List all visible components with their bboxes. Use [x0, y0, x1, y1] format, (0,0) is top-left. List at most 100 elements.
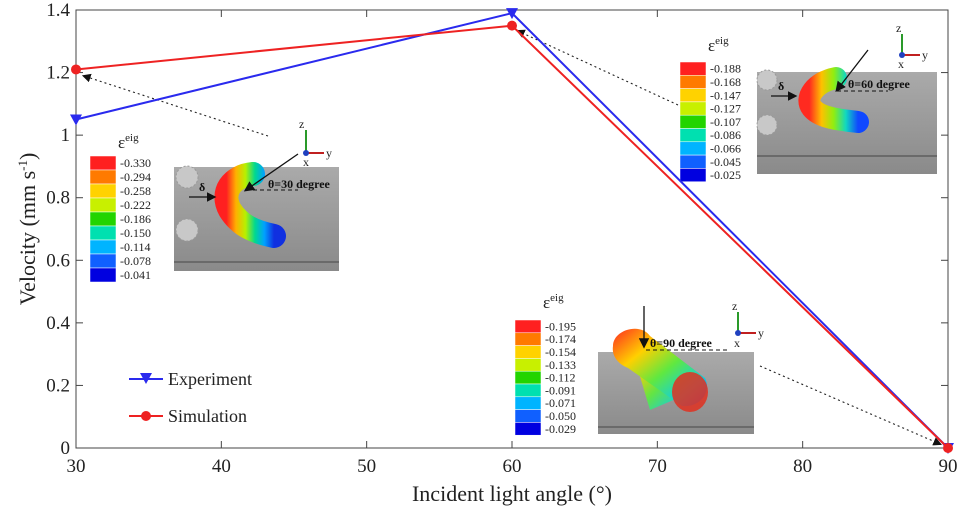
colorbar-swatch [89, 225, 117, 241]
colorbar-swatch [679, 88, 707, 103]
y-tick-label: 1.4 [46, 0, 70, 21]
angle-label: θ=30 degree [268, 177, 331, 191]
colorbar: -0.330-0.294-0.258-0.222-0.186-0.150-0.1… [89, 155, 151, 283]
colorbar-title: εeig [708, 35, 729, 55]
legend-label-simulation: Simulation [168, 406, 247, 426]
legend-marker-simulation [141, 411, 151, 421]
colorbar-swatch [679, 61, 707, 76]
colorbar-label: -0.127 [710, 102, 741, 116]
y-tick-label: 1.2 [46, 63, 70, 84]
colorbar-label: -0.071 [545, 396, 576, 410]
legend-label-experiment: Experiment [168, 369, 252, 389]
colorbar-swatch [514, 383, 542, 398]
colorbar-title: εeig [118, 132, 139, 152]
colorbar-swatch [514, 358, 542, 372]
data-point-simulation [507, 20, 517, 31]
svg-text:z: z [896, 21, 901, 35]
colorbar-label: -0.188 [710, 62, 741, 76]
x-tick-label: 60 [503, 456, 522, 477]
coordinate-axes-icon: z y x [896, 21, 928, 71]
angle-label: θ=60 degree [848, 77, 911, 91]
colorbar-label: -0.041 [120, 268, 151, 282]
colorbar-label: -0.086 [710, 128, 741, 142]
data-point-simulation [943, 443, 953, 453]
y-tick-label: 0 [61, 438, 71, 459]
colorbar: -0.195-0.174-0.154-0.133-0.112-0.091-0.0… [514, 319, 576, 436]
data-point-simulation [71, 64, 81, 75]
colorbar-label: -0.147 [710, 88, 741, 102]
colorbar-label: -0.078 [120, 254, 151, 268]
colorbar-label: -0.066 [710, 141, 741, 155]
colorbar-swatch [89, 155, 117, 171]
y-axis-label: Velocity (mm s-1) [15, 153, 40, 306]
data-point-experiment [70, 114, 82, 126]
data-point-experiment [506, 8, 518, 20]
colorbar-label: -0.114 [120, 240, 151, 254]
x-tick-label: 90 [939, 456, 958, 477]
inset-90-degree: εeig -0.195-0.174-0.154-0.133-0.112-0.09… [514, 292, 764, 436]
x-tick-label: 70 [648, 456, 667, 477]
legend: Experiment Simulation [129, 369, 252, 426]
colorbar-label: -0.112 [545, 371, 576, 385]
coordinate-axes-icon: z y x [732, 299, 764, 350]
x-tick-label: 50 [357, 456, 376, 477]
colorbar-swatch [89, 183, 117, 199]
colorbar-label: -0.133 [545, 358, 576, 372]
colorbar-swatch [679, 114, 707, 129]
colorbar-swatch [679, 141, 707, 156]
colorbar-label: -0.154 [545, 345, 576, 359]
colorbar-label: -0.150 [120, 226, 151, 240]
colorbar-label: -0.091 [545, 383, 576, 397]
colorbar-label: -0.186 [120, 212, 151, 226]
y-tick-label: 0.6 [46, 250, 70, 271]
y-tick-label: 0.4 [46, 313, 70, 334]
colorbar-swatch [514, 370, 542, 385]
colorbar-swatch [679, 168, 707, 182]
colorbar-label: -0.050 [545, 409, 576, 423]
svg-text:δ: δ [778, 79, 784, 93]
x-tick-label: 40 [212, 456, 231, 477]
colorbar-swatch [679, 128, 707, 143]
x-axis-label: Incident light angle (°) [412, 481, 612, 506]
svg-text:z: z [299, 117, 304, 131]
svg-text:δ: δ [199, 180, 205, 194]
colorbar-label: -0.174 [545, 332, 576, 346]
legend-marker-experiment [140, 373, 152, 384]
svg-text:x: x [734, 336, 740, 350]
svg-text:x: x [898, 57, 904, 71]
colorbar-swatch [514, 422, 542, 436]
colorbar-swatch [89, 169, 117, 185]
colorbar-label: -0.330 [120, 156, 151, 170]
y-tick-label: 0.2 [46, 375, 70, 396]
svg-text:z: z [732, 299, 737, 313]
coordinate-axes-icon: z y x [299, 117, 332, 169]
colorbar-label: -0.294 [120, 170, 151, 184]
colorbar-swatch [514, 319, 542, 334]
colorbar-label: -0.029 [545, 422, 576, 436]
angle-label: θ=90 degree [650, 336, 713, 350]
svg-text:y: y [326, 146, 332, 160]
colorbar-label: -0.107 [710, 115, 741, 129]
x-tick-label: 80 [793, 456, 812, 477]
colorbar-swatch [514, 345, 542, 359]
legend-entry-simulation: Simulation [129, 406, 247, 426]
colorbar-swatch [89, 253, 117, 269]
inset-60-degree: εeig -0.188-0.168-0.147-0.127-0.107-0.08… [679, 21, 937, 182]
pointer-arrows [81, 29, 943, 446]
x-tick-label: 30 [67, 456, 86, 477]
colorbar-swatch [514, 396, 542, 410]
light-arrow [243, 153, 299, 192]
colorbar-swatch [89, 267, 117, 283]
colorbar-swatch [679, 75, 707, 89]
fiber-shape [214, 162, 286, 248]
colorbar-label: -0.195 [545, 319, 576, 333]
series-layer [70, 8, 954, 454]
colorbar-swatch [89, 239, 117, 255]
colorbar-label: -0.168 [710, 75, 741, 89]
axis-ticks: 30 40 50 60 70 80 90 0 0.2 0.4 0.6 0.8 1 1.2 1.4 [46, 0, 957, 477]
legend-entry-experiment: Experiment [129, 369, 252, 389]
svg-text:x: x [303, 155, 309, 169]
svg-text:y: y [758, 326, 764, 340]
colorbar-swatch [89, 211, 117, 227]
inset-30-degree: εeig -0.330-0.294-0.258-0.222-0.186-0.15… [89, 117, 339, 283]
